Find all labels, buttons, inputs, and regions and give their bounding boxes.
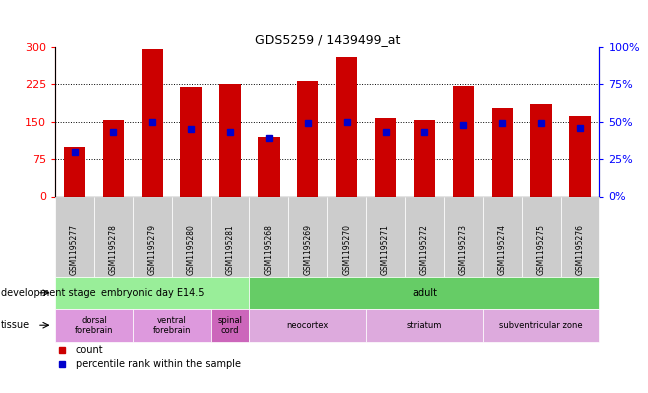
Text: GSM1195280: GSM1195280 (187, 224, 196, 275)
Bar (413, 120, 435, 196)
Bar (141, 49, 163, 196)
Text: GSM1195269: GSM1195269 (303, 224, 312, 275)
Text: GSM1195270: GSM1195270 (342, 224, 351, 275)
Text: GSM1195276: GSM1195276 (575, 224, 584, 275)
Bar (569, 116, 590, 196)
Text: tissue: tissue (1, 320, 30, 330)
Text: GSM1195268: GSM1195268 (264, 224, 273, 275)
Text: percentile rank within the sample: percentile rank within the sample (76, 358, 241, 369)
Text: GSM1195278: GSM1195278 (109, 224, 118, 275)
Text: GSM1195272: GSM1195272 (420, 224, 429, 275)
Text: GSM1195275: GSM1195275 (537, 224, 546, 275)
Bar (375, 118, 396, 196)
Bar (297, 81, 318, 196)
Text: dorsal
forebrain: dorsal forebrain (75, 316, 113, 335)
Text: striatum: striatum (407, 321, 442, 330)
Text: count: count (76, 345, 104, 355)
Text: subventricular zone: subventricular zone (499, 321, 583, 330)
Bar (530, 105, 551, 196)
Text: GSM1195271: GSM1195271 (381, 224, 390, 275)
Bar (64, 147, 85, 196)
Text: embryonic day E14.5: embryonic day E14.5 (100, 288, 204, 298)
Text: neocortex: neocortex (286, 321, 329, 330)
Text: GSM1195279: GSM1195279 (148, 224, 157, 275)
Bar (102, 120, 124, 196)
Bar (336, 57, 357, 196)
Bar (180, 87, 202, 196)
Text: GSM1195281: GSM1195281 (226, 224, 235, 275)
Bar (491, 108, 513, 196)
Bar (452, 86, 474, 196)
Text: GSM1195274: GSM1195274 (498, 224, 507, 275)
Text: adult: adult (412, 288, 437, 298)
Bar (219, 84, 240, 196)
Text: spinal
cord: spinal cord (218, 316, 242, 335)
Bar (258, 137, 279, 196)
Text: GSM1195273: GSM1195273 (459, 224, 468, 275)
Text: GSM1195277: GSM1195277 (70, 224, 79, 275)
Title: GDS5259 / 1439499_at: GDS5259 / 1439499_at (255, 33, 400, 46)
Text: development stage: development stage (1, 288, 95, 298)
Text: ventral
forebrain: ventral forebrain (152, 316, 191, 335)
